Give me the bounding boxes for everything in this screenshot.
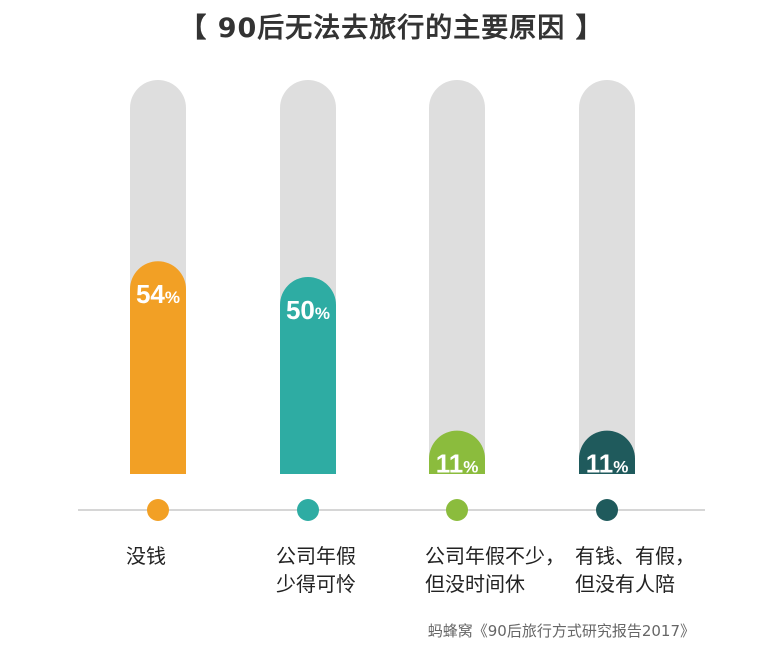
category-label: 有钱、有假， 但没有人陪: [575, 542, 745, 598]
category-label: 公司年假不少， 但没时间休: [425, 542, 595, 598]
category-label-line: 没钱: [126, 544, 166, 568]
source-note: 蚂蜂窝《90后旅行方式研究报告2017》: [427, 622, 695, 640]
bar: [280, 277, 336, 474]
category-label-line: 有钱、有假，: [575, 544, 695, 568]
chart-title: 【 90后无法去旅行的主要原因 】: [179, 13, 604, 44]
data-label: 50%: [286, 295, 330, 325]
category-label-line: 公司年假不少，: [425, 544, 565, 568]
category-label-line: 少得可怜: [276, 572, 356, 596]
bar: [130, 261, 186, 474]
data-label: 11%: [586, 449, 629, 479]
category-dot: [596, 499, 618, 521]
data-label: 11%: [436, 449, 479, 479]
category-dot: [446, 499, 468, 521]
category-dot: [297, 499, 319, 521]
category-label-line: 但没有人陪: [575, 572, 675, 596]
bar-track: [579, 80, 635, 474]
category-label-line: 但没时间休: [425, 572, 525, 596]
bar: [579, 430, 635, 474]
category-label: 没钱: [126, 542, 296, 570]
category-label: 公司年假 少得可怜: [276, 542, 446, 598]
bar-track: [429, 80, 485, 474]
category-dot: [147, 499, 169, 521]
bar: [429, 430, 485, 474]
category-label-line: 公司年假: [276, 544, 356, 568]
data-label: 54%: [136, 279, 180, 309]
